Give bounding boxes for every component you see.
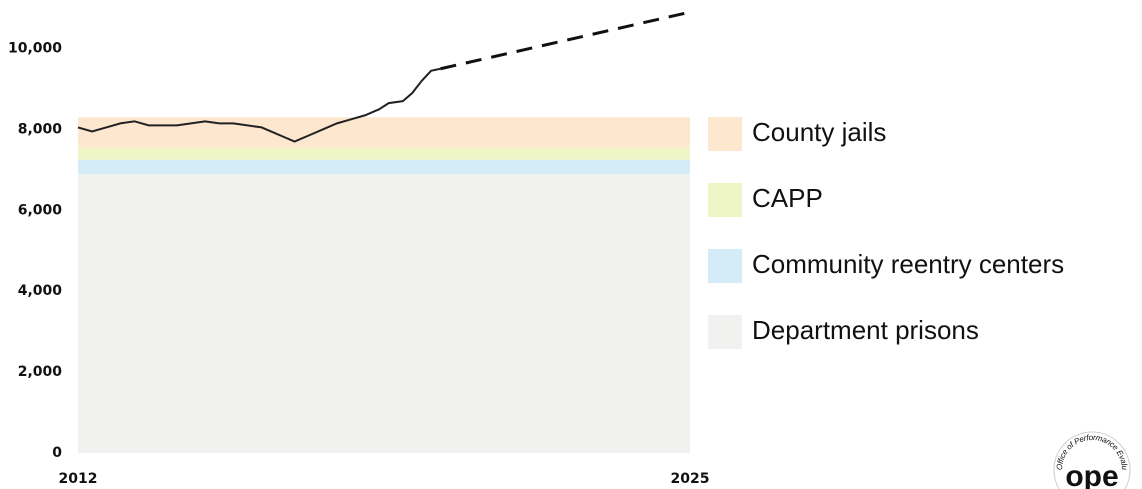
- area-band: [78, 173, 690, 453]
- x-tick-label: 2012: [59, 471, 98, 487]
- area-band: [78, 159, 690, 174]
- y-tick-label: 6,000: [18, 202, 63, 218]
- x-tick-label: 2025: [671, 471, 710, 487]
- y-tick-label: 10,000: [8, 41, 62, 57]
- legend-swatch: [708, 117, 742, 151]
- y-tick-label: 8,000: [18, 121, 63, 137]
- y-tick-label: 2,000: [18, 364, 63, 380]
- projection-line: [440, 10, 691, 71]
- y-tick-label: 4,000: [18, 283, 63, 299]
- legend-label: County jails: [752, 117, 886, 147]
- legend-label: Department prisons: [752, 315, 979, 345]
- logo-text: ope: [1065, 460, 1118, 489]
- legend-swatch: [708, 315, 742, 349]
- area-band: [78, 147, 690, 160]
- area-band: [78, 117, 690, 148]
- population-line: [77, 67, 441, 143]
- legend-swatch: [708, 183, 742, 217]
- y-tick-label: 0: [52, 445, 62, 461]
- legend-label: Community reentry centers: [752, 249, 1064, 279]
- legend-label: CAPP: [752, 183, 823, 213]
- legend-swatch: [708, 249, 742, 283]
- logo-ring: [1053, 431, 1131, 489]
